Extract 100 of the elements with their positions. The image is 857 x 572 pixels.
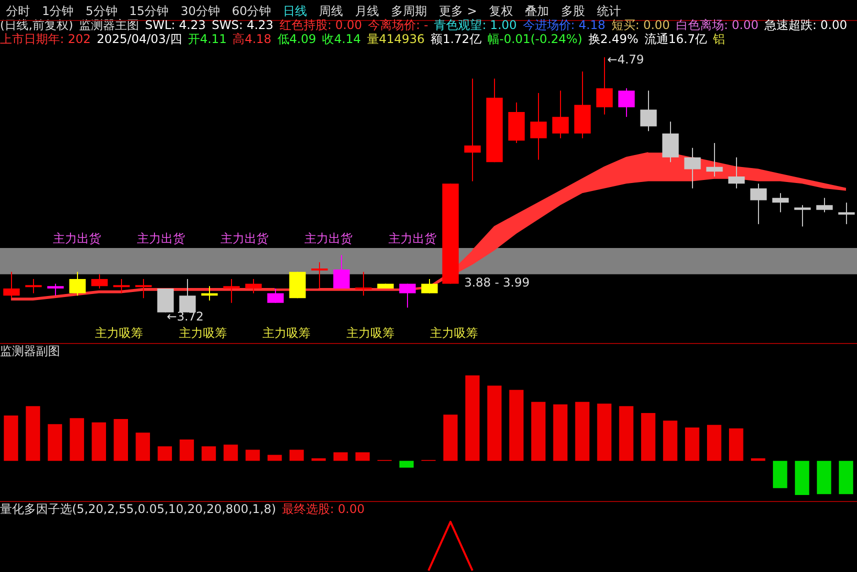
bar bbox=[597, 404, 612, 461]
candlestick bbox=[47, 283, 64, 296]
band-label: 3.88 - 3.99 bbox=[464, 275, 530, 290]
bar bbox=[443, 414, 458, 461]
text: 最终选股: 0.00 bbox=[282, 502, 365, 516]
bar bbox=[619, 406, 634, 461]
text: 15分钟 bbox=[129, 4, 169, 18]
text: 复权 bbox=[489, 4, 513, 18]
text: 主力吸筹 bbox=[178, 326, 227, 340]
bar bbox=[685, 427, 700, 461]
text: 白色离场: 0.00 bbox=[676, 18, 759, 32]
bar bbox=[838, 460, 854, 494]
chart-title: 量化多因子选(5,20,2,55,0.05,10,20,20,800,1,8) bbox=[0, 502, 276, 516]
candlestick bbox=[706, 142, 723, 177]
text: 主力吸筹 bbox=[262, 326, 311, 340]
text: 主力吸筹 bbox=[430, 326, 478, 340]
text: 1分钟 bbox=[42, 4, 74, 18]
annotation: 主力出货 bbox=[220, 232, 269, 246]
bar bbox=[114, 418, 128, 461]
candlestick bbox=[464, 78, 481, 182]
bar bbox=[465, 375, 480, 461]
candlestick bbox=[399, 283, 416, 308]
candlestick bbox=[157, 288, 174, 313]
bar bbox=[487, 386, 502, 461]
bar bbox=[48, 424, 62, 461]
bar bbox=[641, 412, 656, 461]
bar bbox=[224, 444, 238, 461]
bar bbox=[311, 458, 326, 461]
bar bbox=[136, 432, 150, 461]
bar bbox=[268, 454, 282, 461]
bar bbox=[290, 450, 304, 461]
text: 收4.14 bbox=[322, 32, 361, 46]
text: 流通16.7亿 bbox=[644, 32, 708, 46]
bar bbox=[531, 402, 546, 461]
candlestick bbox=[816, 197, 833, 213]
text: 额1.72亿 bbox=[430, 32, 482, 46]
bar bbox=[70, 418, 84, 461]
candlestick bbox=[179, 278, 196, 313]
bar bbox=[158, 446, 172, 461]
text: 高4.18 bbox=[232, 32, 272, 46]
text: 今进场价: 4.18 bbox=[522, 18, 606, 32]
bar bbox=[92, 422, 106, 461]
annotation: 主力出货 bbox=[136, 232, 185, 246]
text: 主力吸筹 bbox=[95, 326, 144, 340]
text: 叠加 bbox=[525, 4, 549, 18]
text: 2025/04/03/四 bbox=[96, 32, 182, 46]
text: 多周期 bbox=[391, 4, 428, 18]
bar bbox=[575, 402, 590, 461]
candlestick bbox=[355, 271, 372, 296]
bar bbox=[4, 416, 18, 461]
text: 5分钟 bbox=[86, 4, 118, 18]
annotation: 主力出货 bbox=[388, 232, 436, 246]
bar bbox=[180, 439, 194, 461]
text: 换2.49% bbox=[588, 32, 638, 46]
text: 上市日期年: 202 bbox=[0, 32, 91, 46]
text: 30分钟 bbox=[180, 4, 220, 18]
bar bbox=[509, 390, 524, 461]
text: 幅-0.01(-0.24%) bbox=[487, 32, 582, 46]
text: 急速超跌: 0.00 bbox=[764, 18, 848, 32]
candlestick bbox=[3, 271, 20, 299]
bar bbox=[794, 460, 810, 496]
annotation: ←3.72 bbox=[166, 310, 204, 324]
candlestick bbox=[311, 262, 328, 290]
text: 日线 bbox=[283, 4, 308, 18]
bar bbox=[355, 452, 370, 461]
text: 周线 bbox=[319, 4, 344, 18]
candlestick bbox=[25, 278, 42, 294]
text: SWS: 4.23 bbox=[212, 18, 274, 32]
candlestick bbox=[794, 204, 811, 228]
text: 统计 bbox=[597, 4, 621, 18]
candlestick bbox=[267, 288, 284, 304]
bar bbox=[202, 446, 216, 461]
candlestick bbox=[728, 156, 745, 189]
text: 月线 bbox=[355, 4, 380, 18]
bar bbox=[399, 460, 414, 468]
text: 多股 bbox=[561, 4, 585, 18]
candlestick bbox=[772, 192, 789, 213]
bar bbox=[816, 460, 832, 494]
bar bbox=[333, 452, 348, 461]
bar bbox=[26, 406, 40, 461]
candlestick bbox=[69, 271, 86, 296]
text: 短买: 0.00 bbox=[611, 18, 670, 32]
candlestick bbox=[662, 121, 679, 163]
candlestick bbox=[618, 88, 635, 118]
bar bbox=[707, 424, 722, 461]
text: 今离场价: - bbox=[368, 18, 428, 32]
text: 量414936 bbox=[366, 32, 425, 46]
annotation: 主力出货 bbox=[304, 232, 353, 246]
text: 红色持股: 0.00 bbox=[279, 18, 362, 32]
candlestick bbox=[135, 278, 152, 299]
candlestick bbox=[684, 147, 701, 189]
candlestick bbox=[245, 278, 262, 294]
candlestick bbox=[640, 90, 657, 132]
candlestick bbox=[113, 278, 130, 294]
annotation: 主力出货 bbox=[53, 232, 102, 246]
bar bbox=[750, 458, 766, 461]
chart-title: 监测器副图 bbox=[0, 344, 60, 358]
text: 青色观望: 1.00 bbox=[434, 18, 517, 32]
text: 开4.11 bbox=[188, 32, 227, 46]
candlestick bbox=[750, 183, 767, 225]
